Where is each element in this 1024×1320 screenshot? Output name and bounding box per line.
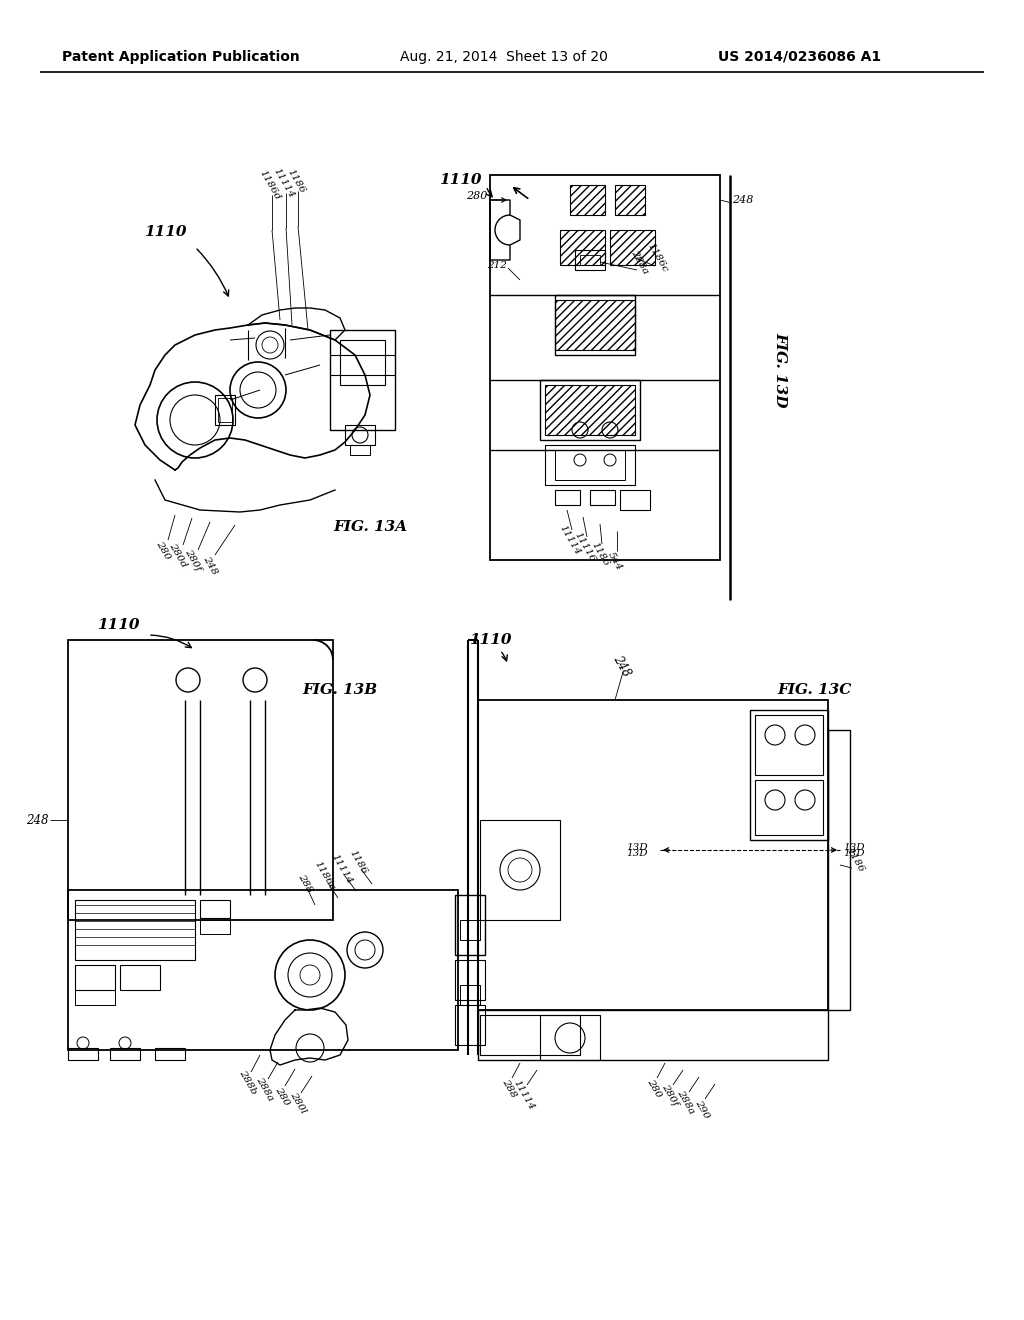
Text: 11114: 11114 <box>271 166 296 199</box>
Bar <box>155 1048 185 1060</box>
Text: 280l: 280l <box>289 1090 307 1115</box>
Bar <box>480 820 560 920</box>
Text: 248: 248 <box>732 195 754 205</box>
Bar <box>340 341 385 385</box>
Bar <box>545 445 635 484</box>
Bar <box>350 445 370 455</box>
Text: FIG. 13A: FIG. 13A <box>333 520 408 535</box>
Bar <box>330 330 395 430</box>
Bar <box>345 425 375 445</box>
Text: 11114: 11114 <box>330 853 354 886</box>
Text: 212: 212 <box>487 260 507 269</box>
Bar <box>555 490 580 506</box>
Text: FIG. 13B: FIG. 13B <box>302 682 378 697</box>
Bar <box>750 710 828 840</box>
Bar <box>575 249 605 271</box>
Text: 1110: 1110 <box>96 618 139 632</box>
Text: 13D: 13D <box>843 850 864 858</box>
Text: 290: 290 <box>693 1098 711 1119</box>
Text: 1110: 1110 <box>143 224 186 239</box>
Bar <box>75 900 195 960</box>
Text: 248: 248 <box>201 554 219 576</box>
Text: FIG. 13D: FIG. 13D <box>773 333 787 408</box>
Bar <box>590 490 615 506</box>
Bar <box>200 920 230 935</box>
Bar <box>540 1015 600 1060</box>
Bar <box>120 965 160 990</box>
Text: 1186: 1186 <box>590 540 610 568</box>
Bar <box>555 450 625 480</box>
Text: 1186c: 1186c <box>313 859 337 892</box>
Bar <box>555 294 635 355</box>
Bar <box>545 385 635 436</box>
Text: 280: 280 <box>466 191 487 201</box>
Text: 288a: 288a <box>676 1089 696 1115</box>
Bar <box>620 490 650 510</box>
Bar <box>68 890 458 1049</box>
Bar <box>460 985 480 1005</box>
Text: 1186: 1186 <box>347 849 369 875</box>
Text: 280: 280 <box>273 1085 291 1107</box>
Bar <box>75 965 115 990</box>
Bar <box>540 380 640 440</box>
Bar <box>68 640 333 920</box>
Text: 13D: 13D <box>843 843 864 853</box>
Text: 280: 280 <box>155 539 172 561</box>
Text: 13D: 13D <box>627 850 648 858</box>
Bar <box>615 185 645 215</box>
Bar <box>478 1010 828 1060</box>
Text: Patent Application Publication: Patent Application Publication <box>62 50 300 63</box>
Bar <box>215 395 234 425</box>
Bar <box>455 960 485 1001</box>
Bar <box>75 990 115 1005</box>
Text: 248: 248 <box>610 653 633 678</box>
Bar <box>560 230 605 265</box>
Text: 1186d: 1186d <box>258 169 283 202</box>
Text: 1186: 1186 <box>845 846 865 874</box>
Text: 1186: 1186 <box>286 168 306 195</box>
Bar <box>828 730 850 1010</box>
Text: 13D: 13D <box>627 843 648 853</box>
Bar <box>478 700 828 1010</box>
Bar <box>755 715 823 775</box>
Text: 288a: 288a <box>255 1076 275 1102</box>
Bar <box>460 920 480 940</box>
Text: 544: 544 <box>606 550 624 572</box>
Text: 248: 248 <box>26 813 48 826</box>
Bar <box>610 230 655 265</box>
Text: 280f: 280f <box>660 1082 680 1107</box>
Bar <box>755 780 823 836</box>
Bar <box>580 255 600 265</box>
Text: 280f: 280f <box>183 548 203 573</box>
Text: 11114: 11114 <box>512 1078 537 1111</box>
Bar <box>110 1048 140 1060</box>
Bar <box>200 900 230 917</box>
Bar <box>68 1048 98 1060</box>
Bar <box>570 185 605 215</box>
Text: 1110: 1110 <box>439 173 482 187</box>
Text: 280d: 280d <box>168 541 188 569</box>
Text: 280: 280 <box>645 1077 663 1098</box>
Text: 1186c: 1186c <box>646 242 670 275</box>
Text: 1110: 1110 <box>469 634 511 647</box>
Text: 288b: 288b <box>238 1068 258 1096</box>
Bar <box>555 300 635 350</box>
Text: 11114: 11114 <box>558 524 583 557</box>
Text: 288: 288 <box>500 1077 518 1098</box>
Text: 288: 288 <box>296 873 314 894</box>
Bar <box>455 1005 485 1045</box>
Bar <box>480 1015 580 1055</box>
Text: 11116: 11116 <box>572 531 597 564</box>
Bar <box>218 399 232 422</box>
Text: FIG. 13C: FIG. 13C <box>778 682 852 697</box>
Text: US 2014/0236086 A1: US 2014/0236086 A1 <box>718 50 881 63</box>
Text: 288a: 288a <box>630 248 650 276</box>
Bar <box>455 895 485 954</box>
Text: Aug. 21, 2014  Sheet 13 of 20: Aug. 21, 2014 Sheet 13 of 20 <box>400 50 608 63</box>
Bar <box>490 176 720 560</box>
